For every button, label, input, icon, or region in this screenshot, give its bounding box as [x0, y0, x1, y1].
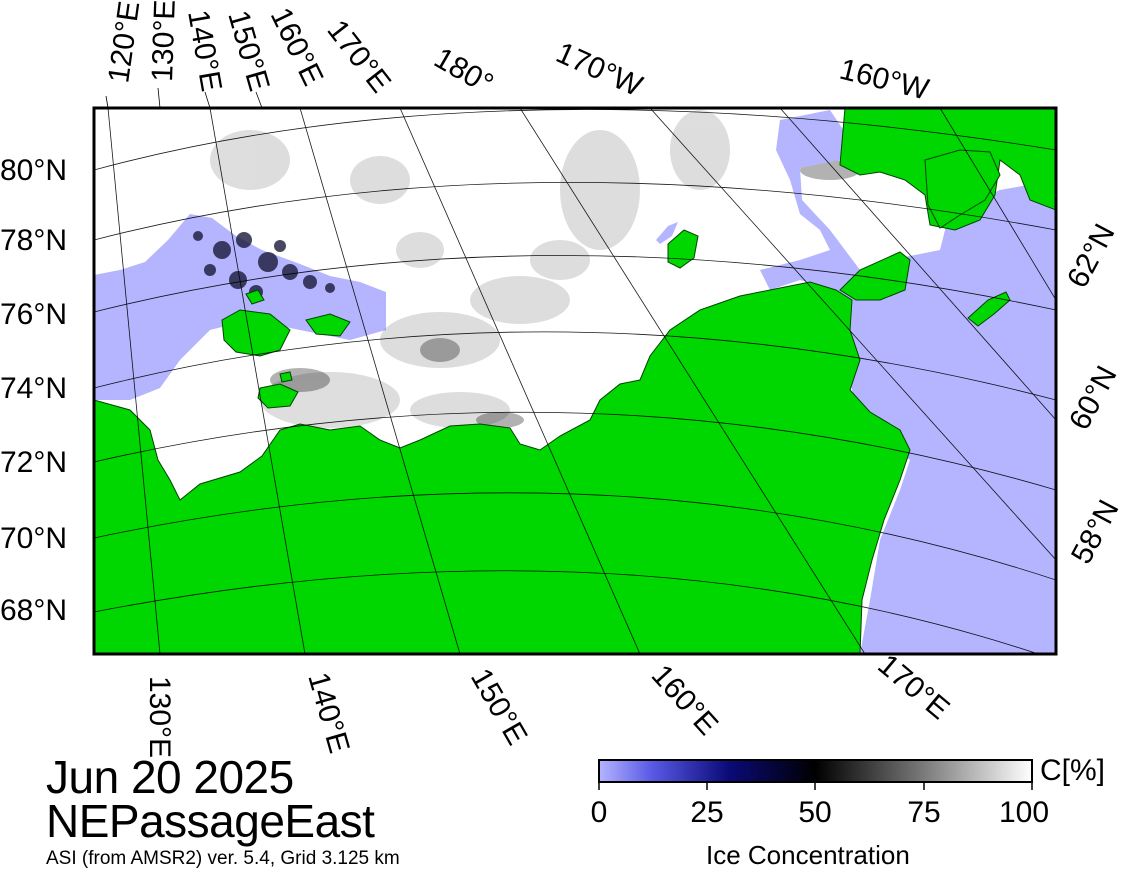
- colorbar-ticks: [598, 782, 1033, 790]
- colorbar-unit: C[%]: [1040, 754, 1106, 787]
- map-frame: [92, 106, 1058, 656]
- new-siberian-islands: [221, 289, 351, 409]
- lon-label-bottom-170e: 170°E: [872, 648, 956, 726]
- seward-peninsula: [924, 149, 1001, 229]
- siberia-land: [94, 281, 911, 654]
- laptev-open-water: [94, 214, 386, 400]
- st-lawrence-island: [967, 291, 1011, 327]
- colorbar-tick-25: 25: [690, 796, 724, 829]
- left-latitude-labels: 80°N 78°N 76°N 74°N 72°N 70°N 68°N: [0, 154, 67, 627]
- lat-label-76n: 76°N: [0, 298, 67, 331]
- lat-label-72n: 72°N: [0, 446, 67, 479]
- lon-label-bottom-140e: 140°E: [301, 669, 355, 757]
- graticule-outer: [105, 87, 263, 109]
- top-longitude-labels: 120°E 130°E 140°E 150°E 160°E 170°E 180°…: [102, 0, 932, 107]
- bering-open-water: [760, 110, 1056, 654]
- lat-label-78n: 78°N: [0, 224, 67, 257]
- lat-label-74n: 74°N: [0, 372, 67, 405]
- colorbar-title: Ice Concentration: [706, 840, 910, 870]
- lon-label-bottom-150e: 150°E: [464, 663, 534, 751]
- lon-label-170w: 170°W: [551, 36, 648, 103]
- lat-label-58n: 58°N: [1065, 495, 1126, 570]
- product-info: ASI (from AMSR2) ver. 5.4, Grid 3.125 km: [46, 848, 400, 869]
- lon-label-130e: 130°E: [146, 0, 182, 82]
- map-date: Jun 20 2025: [46, 751, 294, 803]
- bottom-longitude-labels: 130°E 140°E 150°E 160°E 170°E: [143, 648, 956, 758]
- ice-texture: [210, 110, 730, 428]
- lon-label-bottom-160e: 160°E: [645, 659, 724, 742]
- lat-label-68n: 68°N: [0, 594, 67, 627]
- map-body: [94, 108, 1056, 654]
- lat-label-70n: 70°N: [0, 522, 67, 555]
- lon-label-160w: 160°W: [836, 53, 932, 107]
- graticule: [94, 108, 1056, 654]
- wrangel-open-water: [656, 222, 678, 244]
- right-latitude-labels: 62°N 60°N 58°N: [1061, 219, 1126, 570]
- colorbar: [598, 759, 1033, 783]
- colorbar-tick-75: 75: [907, 796, 941, 829]
- lat-label-80n: 80°N: [0, 154, 67, 187]
- chukotka-land: [839, 251, 911, 301]
- region-name: NEPassageEast: [46, 795, 375, 847]
- lat-label-60n: 60°N: [1063, 361, 1124, 436]
- lon-label-140e: 140°E: [181, 7, 228, 94]
- colorbar-tick-100: 100: [998, 796, 1050, 829]
- lat-label-62n: 62°N: [1061, 219, 1122, 294]
- lon-label-180: 180°: [429, 41, 499, 101]
- colorbar-tick-0: 0: [590, 796, 608, 829]
- lon-label-120e: 120°E: [102, 0, 146, 85]
- lon-label-170e: 170°E: [320, 14, 397, 99]
- colorbar-tick-50: 50: [798, 796, 832, 829]
- lon-label-bottom-130e: 130°E: [143, 676, 176, 758]
